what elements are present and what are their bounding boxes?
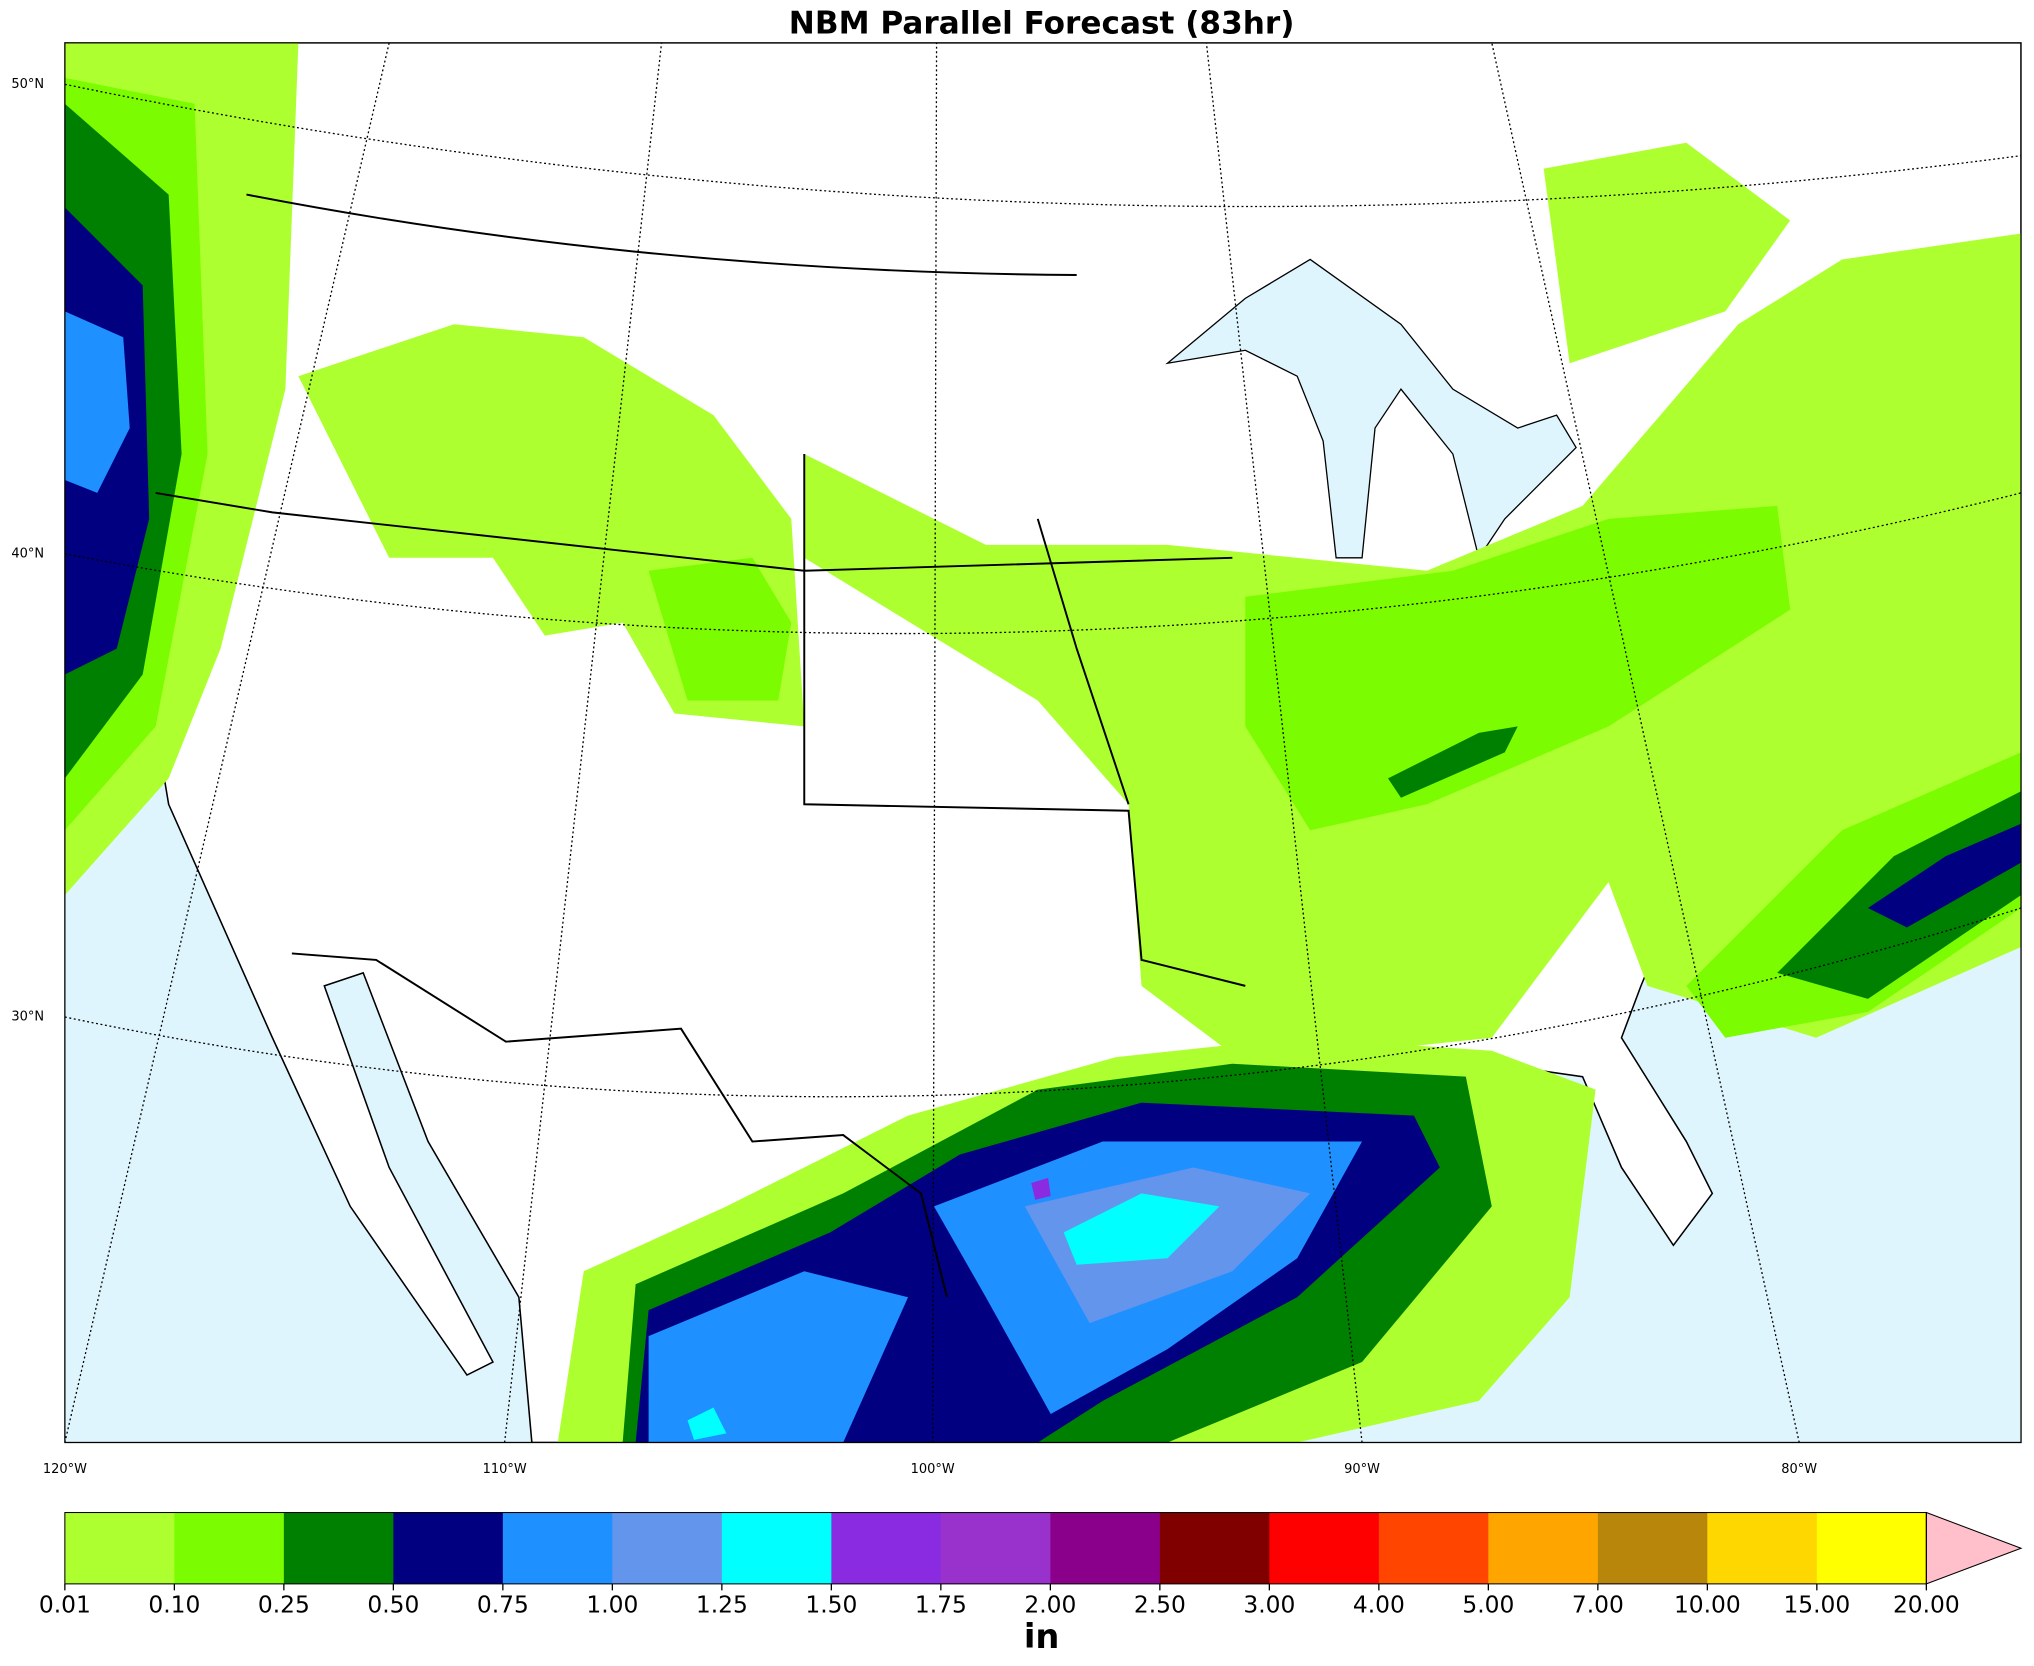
colorbar-segment (1378, 1512, 1489, 1584)
colorbar-segment (1488, 1512, 1599, 1584)
colorbar-tick-label: 1.50 (805, 1590, 857, 1618)
colorbar-segment (1707, 1512, 1818, 1584)
colorbar-tick-label: 2.50 (1134, 1590, 1186, 1618)
colorbar-segment (1050, 1512, 1161, 1584)
figure-content: NBM Parallel Forecast (83hr) (11, 6, 2023, 1656)
axis-labels: 50°N 40°N 30°N 120°W 110°W 100°W 90°W 80°W (11, 77, 1817, 1477)
lat-label: 30°N (11, 1010, 44, 1025)
colorbar-tick-label: 5.00 (1462, 1590, 1514, 1618)
colorbar-segment (940, 1512, 1051, 1584)
colorbar-tick-label: 0.01 (39, 1590, 91, 1618)
title: NBM Parallel Forecast (83hr) (789, 6, 1295, 42)
colorbar-segment (1159, 1512, 1270, 1584)
colorbar-tick-label: 2.00 (1024, 1590, 1076, 1618)
lon-label: 120°W (43, 1462, 87, 1477)
colorbar-segment (502, 1512, 614, 1584)
colorbar-tick-label: 15.00 (1783, 1590, 1850, 1618)
colorbar-tick-label: 0.10 (148, 1590, 200, 1618)
colorbar-tick-label: 7.00 (1572, 1590, 1624, 1618)
lat-label: 50°N (11, 77, 44, 92)
lon-label: 100°W (911, 1462, 955, 1477)
colorbar-segment (64, 1512, 176, 1584)
colorbar: 0.01 0.10 0.25 0.50 0.75 1.00 1.25 1.50 1.75 2.00… (39, 1511, 2023, 1656)
lon-label: 80°W (1781, 1462, 1817, 1477)
colorbar-tick-label: 1.25 (696, 1590, 748, 1618)
lat-label: 40°N (11, 546, 44, 561)
colorbar-segment (393, 1512, 504, 1584)
colorbar-segment (283, 1512, 395, 1584)
borders (155, 193, 1246, 1298)
colorbar-tick-label: 20.00 (1893, 1590, 1960, 1618)
colorbar-tick-label: 0.25 (258, 1590, 310, 1618)
lon-label: 90°W (1344, 1462, 1380, 1477)
colorbar-segment (1597, 1512, 1708, 1584)
colorbar-segment (721, 1512, 833, 1584)
lon-label: 110°W (483, 1462, 527, 1477)
colorbar-tick-label: 0.75 (477, 1590, 529, 1618)
map (64, 42, 2022, 1443)
graticule (64, 42, 2022, 1443)
colorbar-segment (174, 1512, 285, 1584)
colorbar-segment (1816, 1512, 1927, 1584)
colorbar-segment (1269, 1512, 1380, 1584)
colorbar-tick-label: 10.00 (1674, 1590, 1741, 1618)
colorbar-tick-label: 1.00 (586, 1590, 638, 1618)
colorbar-frame (64, 1512, 1927, 1585)
precip (64, 42, 2022, 1443)
colorbar-tick-label: 1.75 (915, 1590, 967, 1618)
colorbar-tick-label: 4.00 (1353, 1590, 1405, 1618)
map-frame (64, 42, 2022, 1444)
colorbar-segment (831, 1512, 942, 1584)
colorbar-segment (612, 1512, 723, 1584)
colorbar-label: in (1024, 1617, 1060, 1656)
colorbar-extend (1925, 1511, 2023, 1585)
colorbar-tick-label: 3.00 (1243, 1590, 1295, 1618)
colorbar-tick-label: 0.50 (367, 1590, 419, 1618)
